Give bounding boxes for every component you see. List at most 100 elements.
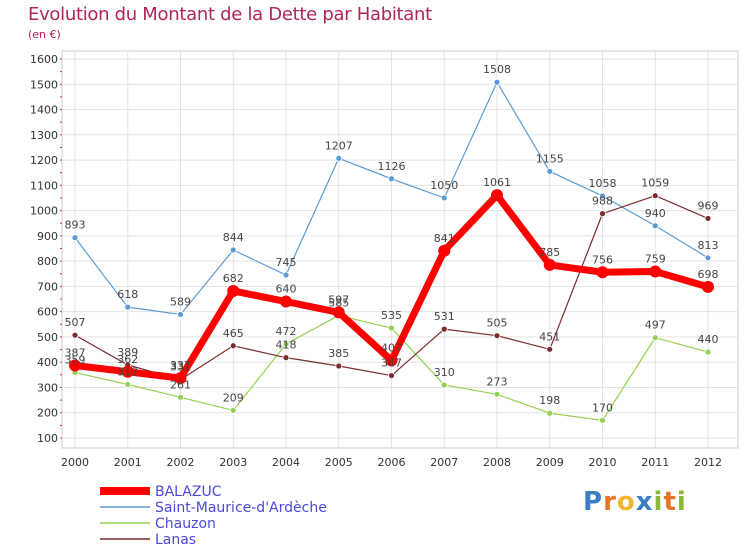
x-tick-label: 2001 bbox=[114, 456, 142, 469]
y-tick-label: 800 bbox=[37, 255, 58, 268]
data-label: 813 bbox=[698, 239, 719, 252]
data-label: 531 bbox=[434, 310, 455, 323]
data-point bbox=[599, 210, 606, 218]
data-label: 640 bbox=[276, 283, 297, 296]
x-tick-label: 2000 bbox=[61, 456, 89, 469]
proxiti-logo: Proxiti bbox=[583, 487, 687, 517]
data-label: 261 bbox=[170, 378, 191, 391]
data-label: 507 bbox=[65, 316, 86, 329]
data-point bbox=[491, 189, 503, 202]
logo-letter: i bbox=[676, 487, 687, 517]
x-tick-label: 2012 bbox=[694, 456, 722, 469]
y-tick-label: 200 bbox=[37, 407, 58, 420]
logo-letter: o bbox=[616, 487, 636, 517]
data-point bbox=[440, 325, 448, 333]
y-tick-label: 100 bbox=[37, 432, 58, 445]
data-point bbox=[493, 390, 501, 398]
data-point bbox=[704, 348, 712, 356]
chart-unit-label: (en €) bbox=[28, 28, 61, 41]
data-label: 1059 bbox=[641, 177, 669, 190]
data-label: 756 bbox=[592, 253, 613, 266]
y-tick-label: 500 bbox=[37, 331, 58, 344]
logo-letter: i bbox=[653, 487, 664, 517]
data-point bbox=[385, 354, 398, 367]
data-point bbox=[71, 331, 79, 339]
y-tick-label: 300 bbox=[37, 381, 58, 394]
data-label: 1126 bbox=[378, 160, 406, 173]
data-label: 465 bbox=[223, 327, 244, 340]
data-label: 505 bbox=[487, 317, 508, 330]
data-label: 1050 bbox=[430, 179, 458, 192]
data-point bbox=[174, 372, 187, 385]
x-tick-label: 2007 bbox=[430, 456, 458, 469]
data-point bbox=[649, 265, 662, 278]
x-tick-label: 2011 bbox=[641, 456, 669, 469]
data-label: 1155 bbox=[536, 152, 564, 165]
data-point bbox=[335, 154, 343, 162]
logo-letter: r bbox=[603, 487, 617, 517]
data-label: 451 bbox=[539, 330, 560, 343]
y-tick-label: 1400 bbox=[30, 104, 58, 117]
x-tick-label: 2006 bbox=[378, 456, 406, 469]
data-label: 472 bbox=[276, 325, 297, 338]
y-tick-label: 400 bbox=[37, 356, 58, 369]
data-label: 618 bbox=[117, 288, 138, 301]
data-point bbox=[546, 409, 554, 417]
data-point bbox=[124, 381, 132, 388]
data-point bbox=[651, 334, 659, 342]
y-tick-label: 1300 bbox=[30, 129, 58, 142]
data-point bbox=[651, 222, 659, 230]
data-label: 347 bbox=[381, 357, 402, 370]
y-tick-label: 1100 bbox=[30, 179, 58, 192]
data-label: 940 bbox=[645, 207, 666, 220]
data-point bbox=[177, 311, 184, 318]
logo-letter: P bbox=[583, 487, 604, 517]
data-label: 785 bbox=[539, 246, 560, 259]
x-tick-label: 2008 bbox=[483, 456, 511, 469]
data-point bbox=[440, 381, 448, 389]
data-point bbox=[438, 244, 451, 257]
x-tick-label: 2005 bbox=[325, 456, 353, 469]
y-tick-label: 1000 bbox=[30, 205, 58, 218]
data-label: 1508 bbox=[483, 63, 511, 76]
data-label: 1058 bbox=[589, 177, 617, 190]
x-tick-label: 2002 bbox=[167, 456, 195, 469]
data-label: 1207 bbox=[325, 139, 353, 152]
data-point bbox=[71, 234, 79, 242]
data-label: 407 bbox=[381, 341, 402, 354]
y-tick-label: 1500 bbox=[30, 78, 58, 91]
legend-label: Saint-Maurice-d'Ardèche bbox=[155, 500, 327, 516]
data-point bbox=[282, 271, 290, 279]
data-label: 698 bbox=[698, 268, 719, 281]
data-label: 209 bbox=[223, 391, 244, 404]
data-point bbox=[543, 258, 556, 271]
data-label: 682 bbox=[223, 272, 244, 285]
data-label: 759 bbox=[645, 252, 666, 265]
data-label: 418 bbox=[276, 339, 297, 352]
data-label: 597 bbox=[328, 293, 349, 306]
data-label: 844 bbox=[223, 231, 244, 244]
data-point bbox=[69, 359, 81, 372]
data-label: 387 bbox=[65, 346, 86, 359]
y-tick-label: 600 bbox=[37, 306, 58, 319]
y-tick-label: 900 bbox=[37, 230, 58, 243]
data-label: 497 bbox=[645, 319, 666, 332]
data-point bbox=[546, 345, 554, 353]
data-point bbox=[124, 303, 132, 311]
data-point bbox=[440, 194, 448, 202]
data-point bbox=[651, 192, 659, 200]
data-point bbox=[704, 215, 712, 222]
data-point bbox=[599, 416, 606, 424]
data-point bbox=[282, 354, 290, 362]
data-label: 1061 bbox=[483, 176, 511, 189]
x-tick-label: 2003 bbox=[219, 456, 247, 469]
data-point bbox=[388, 175, 395, 183]
x-tick-label: 2004 bbox=[272, 456, 300, 469]
data-label: 310 bbox=[434, 366, 455, 379]
legend-label: Chauzon bbox=[155, 516, 216, 532]
data-label: 362 bbox=[117, 353, 138, 366]
y-tick-label: 700 bbox=[37, 280, 58, 293]
data-label: 331 bbox=[170, 361, 191, 374]
